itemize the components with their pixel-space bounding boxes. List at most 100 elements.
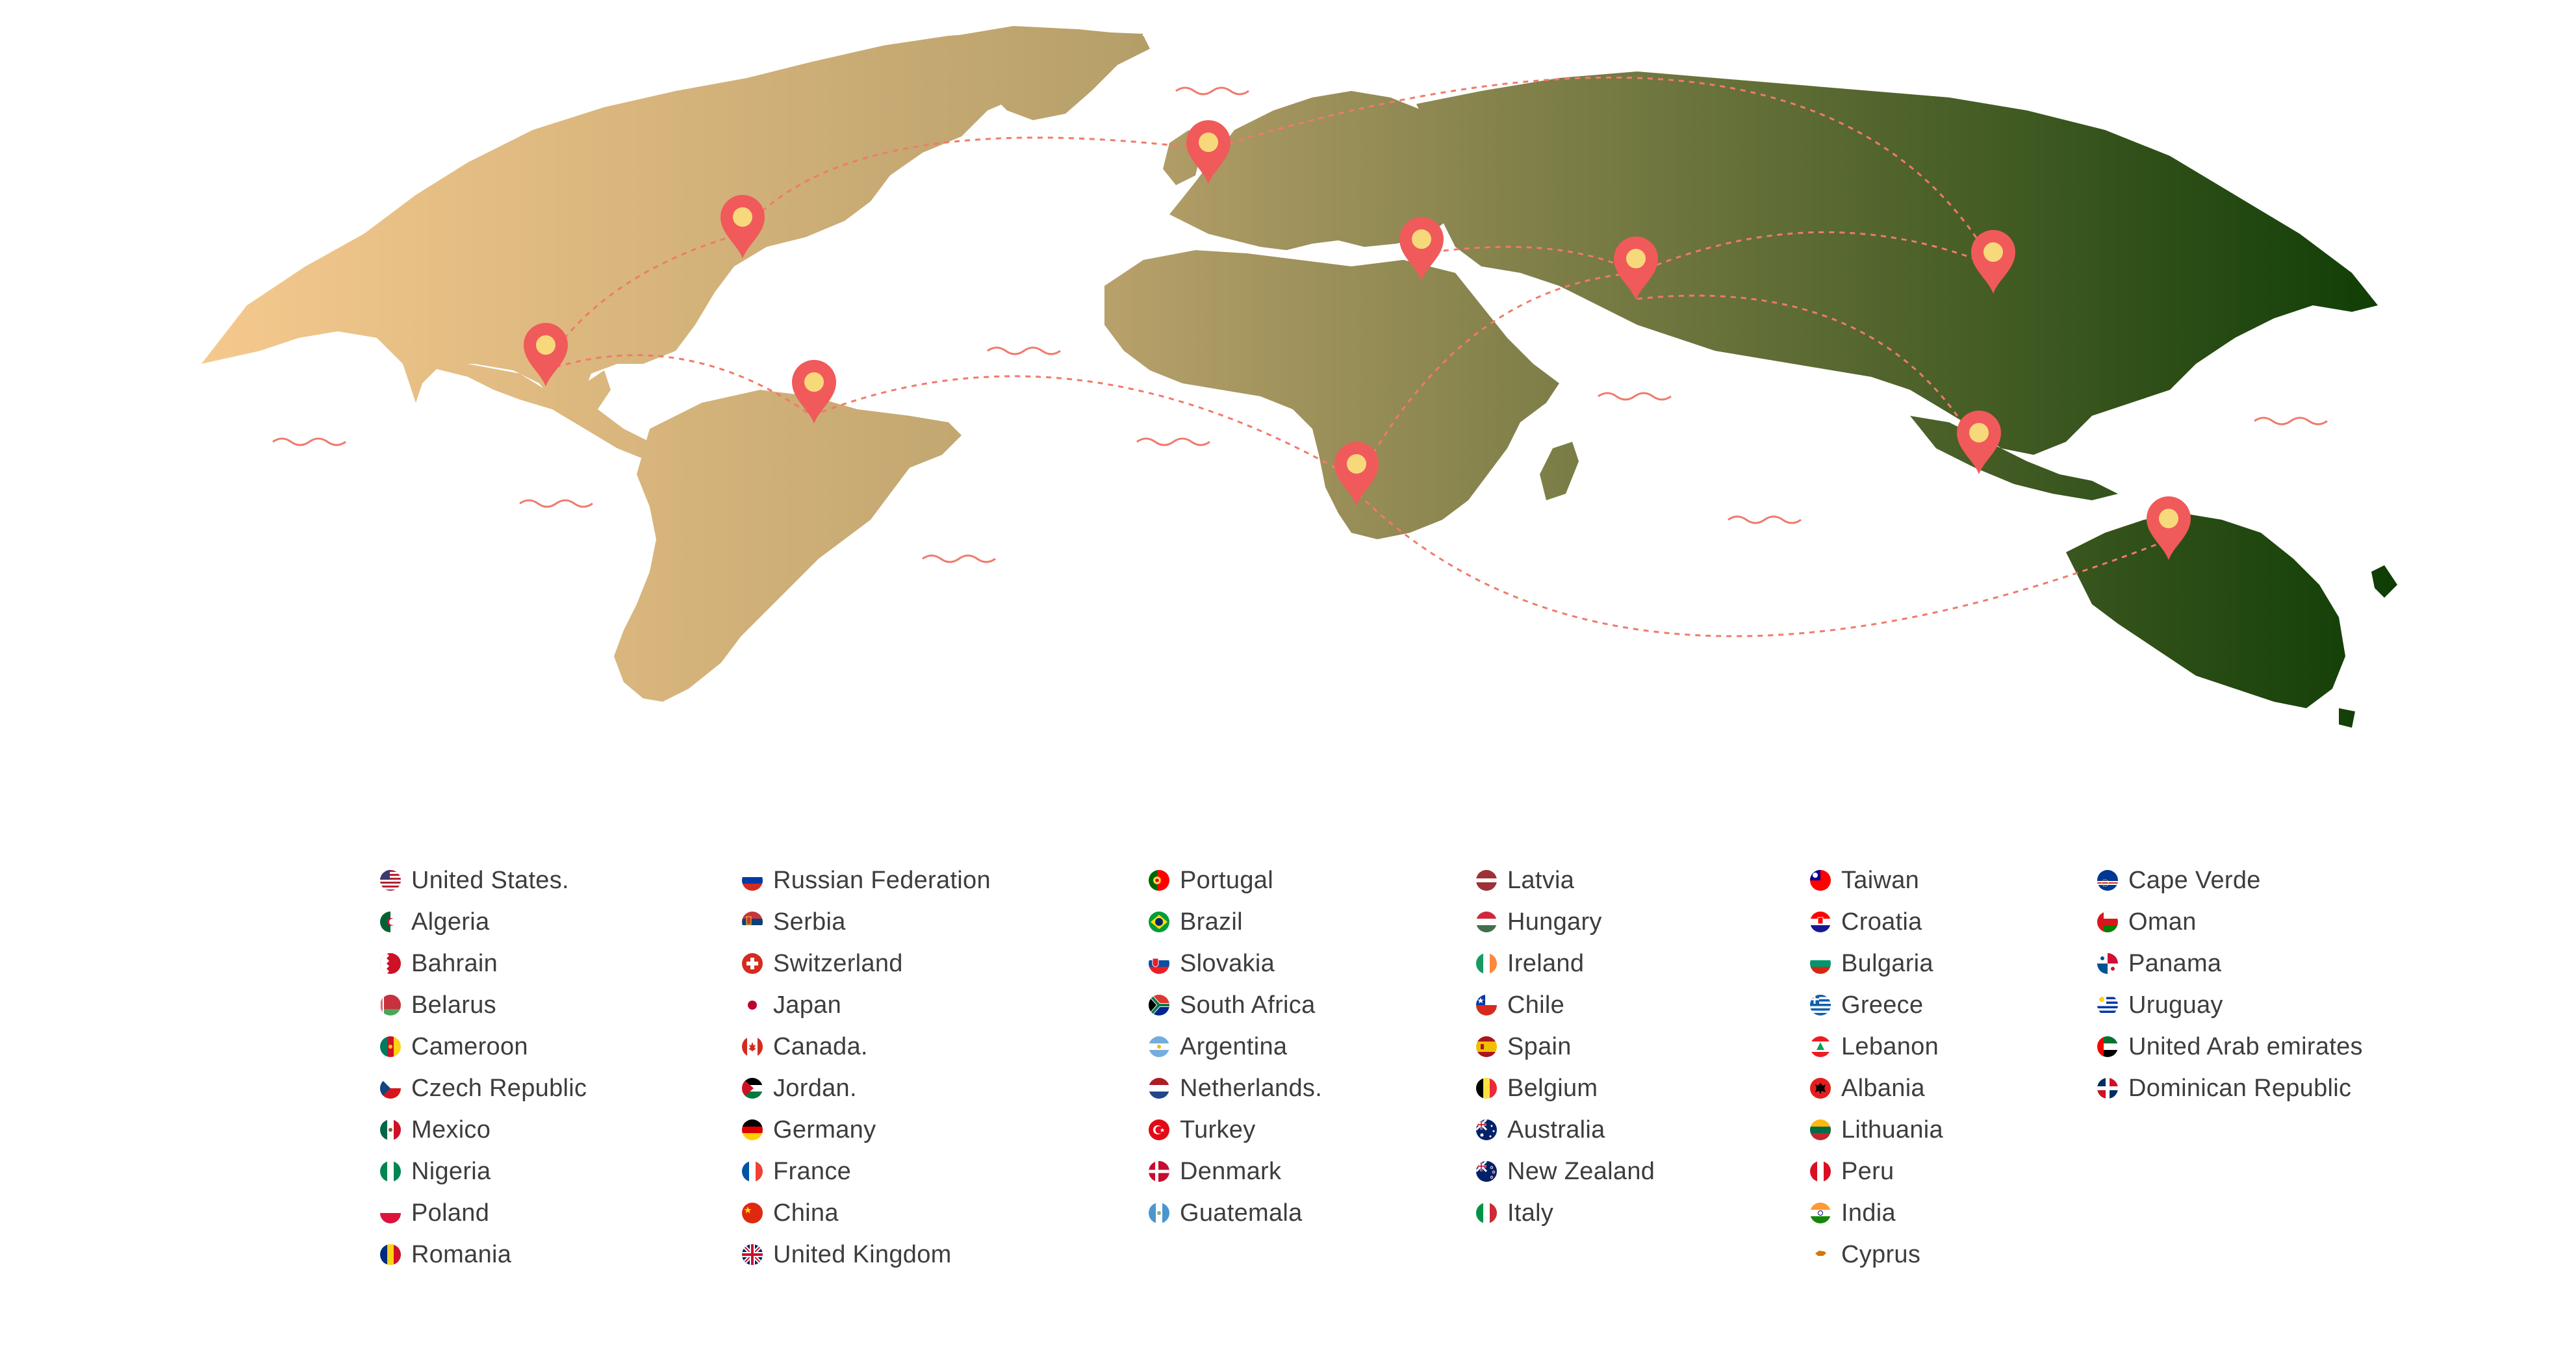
country-column-5: Taiwan Croatia Bulgaria Greece Lebanon Albani… — [1810, 860, 1943, 1275]
pin-south-america[interactable] — [792, 360, 836, 424]
wave-mark — [2254, 416, 2328, 426]
pin-middle-east[interactable] — [1399, 217, 1444, 281]
wave-mark — [1728, 515, 1802, 524]
russia-flag — [742, 870, 763, 891]
czech-flag — [380, 1078, 401, 1099]
country-item: China — [742, 1192, 991, 1234]
country-name: Greece — [1841, 991, 1924, 1019]
country-name: Latvia — [1507, 866, 1575, 894]
country-name: Argentina — [1180, 1032, 1288, 1060]
us-flag — [380, 870, 401, 891]
turkey-flag — [1149, 1119, 1169, 1140]
country-item: Guatemala — [1149, 1192, 1322, 1234]
germany-flag — [742, 1119, 763, 1140]
route-europe-east-asia — [1208, 76, 1996, 267]
mexico-flag — [380, 1119, 401, 1140]
pin-mexico[interactable] — [524, 323, 568, 387]
country-item: Spain — [1476, 1026, 1655, 1067]
country-name: Romania — [411, 1240, 512, 1268]
pin-dot — [1347, 454, 1366, 474]
uk-flag — [742, 1244, 763, 1265]
country-name: Mexico — [411, 1116, 491, 1143]
australia-flag — [1476, 1119, 1497, 1140]
country-item: Dominican Republic — [2097, 1067, 2363, 1109]
map-pins — [524, 120, 2191, 560]
taiwan-flag — [1810, 870, 1831, 891]
continent-europe — [1169, 91, 1468, 250]
country-item: United Kingdom — [742, 1234, 991, 1275]
country-name: South Africa — [1180, 991, 1316, 1019]
ocean-waves — [272, 86, 2328, 563]
pin-australia[interactable] — [2147, 496, 2191, 560]
nigeria-flag — [380, 1161, 401, 1182]
hungary-flag — [1476, 912, 1497, 932]
route-south-america-africa — [811, 375, 1358, 482]
continent-tasmania — [2339, 708, 2355, 728]
routes — [544, 76, 2171, 637]
pin-africa[interactable] — [1334, 442, 1379, 505]
country-item: Argentina — [1149, 1026, 1322, 1067]
country-name: Germany — [773, 1116, 876, 1143]
poland-flag — [380, 1203, 401, 1223]
continent-asia — [1416, 71, 2378, 455]
country-name: Ireland — [1507, 949, 1585, 977]
country-name: Brazil — [1180, 908, 1243, 936]
spain-flag — [1476, 1036, 1497, 1057]
pin-north-america[interactable] — [721, 195, 765, 259]
pin-dot — [733, 207, 752, 227]
country-name: Jordan. — [773, 1074, 857, 1102]
cape-verde-flag — [2097, 870, 2118, 891]
continent-australia — [2066, 513, 2345, 708]
pin-dot — [536, 335, 555, 355]
country-item: Albania — [1810, 1067, 1943, 1109]
brazil-flag — [1149, 912, 1169, 932]
country-item: Denmark — [1149, 1151, 1322, 1192]
south-africa-flag — [1149, 995, 1169, 1016]
country-name: Portugal — [1180, 866, 1273, 894]
cameroon-flag — [380, 1036, 401, 1057]
pin-dot — [1983, 242, 2003, 262]
portugal-flag — [1149, 870, 1169, 891]
country-column-1: United States. Algeria Bahrain Belarus Camer… — [380, 860, 587, 1275]
greece-flag — [1810, 995, 1831, 1016]
country-name: Belgium — [1507, 1074, 1598, 1102]
ireland-flag — [1476, 953, 1497, 974]
albania-flag — [1810, 1078, 1831, 1099]
india-flag — [1810, 1203, 1831, 1223]
pin-southeast-asia[interactable] — [1957, 411, 2001, 474]
country-item: Jordan. — [742, 1067, 991, 1109]
pin-central-asia[interactable] — [1614, 236, 1658, 300]
country-item: Brazil — [1149, 901, 1322, 943]
pin-europe[interactable] — [1186, 120, 1231, 184]
denmark-flag — [1149, 1161, 1169, 1182]
country-item: Germany — [742, 1109, 991, 1151]
country-name: Switzerland — [773, 949, 903, 977]
pin-east-asia[interactable] — [1971, 230, 2015, 294]
uae-flag — [2097, 1036, 2118, 1057]
country-item: Cape Verde — [2097, 860, 2363, 901]
country-item: Switzerland — [742, 943, 991, 984]
country-item: Portugal — [1149, 860, 1322, 901]
country-name: Russian Federation — [773, 866, 991, 894]
jordan-flag — [742, 1078, 763, 1099]
romania-flag — [380, 1244, 401, 1265]
country-name: Lebanon — [1841, 1032, 1939, 1060]
country-name: Serbia — [773, 908, 846, 936]
route-central-asia-southeast-asia — [1637, 294, 1983, 455]
bulgaria-flag — [1810, 953, 1831, 974]
country-name: China — [773, 1199, 839, 1227]
country-name: Poland — [411, 1199, 490, 1227]
wave-mark — [1598, 392, 1672, 401]
guatemala-flag — [1149, 1203, 1169, 1223]
country-name: Bulgaria — [1841, 949, 1933, 977]
japan-flag — [742, 995, 763, 1016]
wave-mark — [272, 437, 346, 446]
pin-dot — [1199, 133, 1218, 152]
country-name: India — [1841, 1199, 1896, 1227]
country-item: Cameroon — [380, 1026, 587, 1067]
country-name: Italy — [1507, 1199, 1554, 1227]
country-item: Belgium — [1476, 1067, 1655, 1109]
country-name: Albania — [1841, 1074, 1925, 1102]
country-item: Nigeria — [380, 1151, 587, 1192]
country-item: India — [1810, 1192, 1943, 1234]
